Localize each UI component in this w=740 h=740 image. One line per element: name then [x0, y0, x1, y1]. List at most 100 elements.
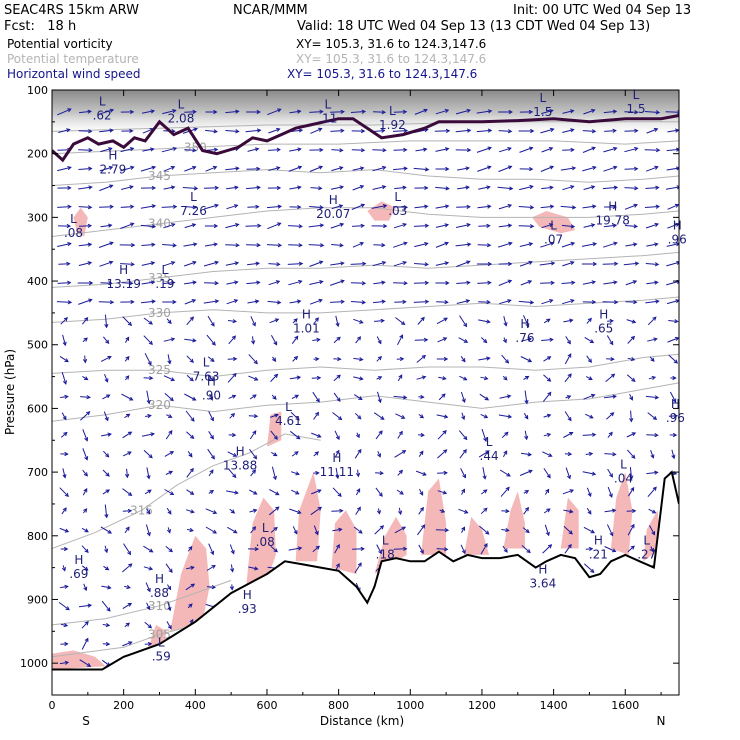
wind-vector — [144, 353, 152, 366]
wind-vector — [204, 242, 219, 247]
upper-pv-shading — [52, 90, 679, 138]
wind-vector-shaft — [79, 659, 91, 667]
wind-vector-head — [462, 474, 466, 479]
wind-vector-shaft — [352, 225, 364, 227]
wind-vector — [208, 469, 214, 477]
wind-vector — [416, 524, 426, 536]
wind-vector-head — [549, 109, 554, 114]
pv-high-marker: H — [599, 308, 608, 322]
wind-vector-shaft — [204, 243, 218, 247]
wind-vector — [61, 371, 67, 385]
wind-vector-head — [254, 147, 260, 152]
wind-vector — [480, 507, 488, 515]
wind-vector — [163, 223, 176, 229]
wind-vector — [627, 357, 636, 362]
wind-vector-head — [232, 473, 237, 479]
wind-vector — [330, 185, 345, 190]
wind-vector-shaft — [100, 147, 112, 153]
wind-vector-head — [298, 243, 303, 248]
wind-vector — [121, 185, 134, 190]
wind-vector-shaft — [208, 431, 214, 439]
wind-vector-shaft — [458, 430, 468, 440]
wind-vector-head — [570, 299, 575, 304]
wind-vector-shaft — [186, 509, 194, 513]
wind-vector-head — [233, 529, 238, 534]
wind-vector-shaft — [524, 390, 528, 404]
wind-vector — [499, 469, 511, 477]
wind-vector — [82, 448, 89, 461]
wind-vector-shaft — [478, 186, 490, 190]
theta-contour-label: 345 — [148, 169, 171, 183]
wind-vector — [435, 261, 450, 266]
wind-vector — [292, 318, 298, 324]
wind-vector-head — [654, 395, 660, 400]
wind-vector-head — [211, 341, 216, 346]
wind-vector-head — [105, 339, 110, 345]
wind-vector-head — [335, 449, 340, 455]
wind-vector — [646, 280, 659, 285]
wind-vector — [586, 317, 592, 324]
pv-low-marker: L — [99, 94, 106, 108]
wind-vector-shaft — [520, 338, 532, 342]
wind-vector-shaft — [228, 335, 236, 345]
wind-vector — [287, 261, 304, 266]
pv-shaded-region — [560, 497, 579, 549]
wind-vector-head — [401, 450, 407, 454]
wind-vector-head — [465, 166, 470, 171]
wind-vector-shaft — [268, 149, 280, 151]
wind-vector-shaft — [586, 507, 592, 515]
wind-vector-shaft — [313, 412, 319, 420]
wind-vector — [584, 336, 595, 344]
wind-vector-shaft — [81, 527, 89, 533]
x-tick-label: 600 — [256, 699, 277, 712]
wind-vector-head — [377, 339, 382, 345]
wind-vector — [120, 147, 135, 153]
wind-vector-head — [105, 641, 111, 647]
wind-vector-head — [252, 322, 256, 327]
wind-vector-shaft — [436, 414, 448, 418]
wind-vector — [397, 374, 403, 382]
wind-vector-head — [442, 430, 447, 435]
wind-vector-shaft — [646, 281, 658, 285]
wind-vector-shaft — [647, 412, 657, 420]
wind-vector-head — [272, 475, 277, 481]
wind-vector-shaft — [519, 470, 533, 476]
wind-vector-shaft — [565, 467, 571, 479]
wind-vector-head — [298, 128, 304, 133]
wind-vector-shaft — [183, 243, 197, 247]
wind-vector-head — [127, 431, 133, 436]
theta-contour — [52, 579, 232, 626]
wind-vector — [309, 147, 324, 153]
y-tick-label: 200 — [27, 148, 48, 161]
wind-vector — [82, 429, 89, 442]
wind-vector — [352, 166, 365, 171]
wind-vector — [455, 128, 472, 133]
wind-vector-head — [335, 435, 340, 441]
wind-vector-head — [87, 242, 93, 247]
wind-vector-shaft — [164, 489, 174, 495]
wind-vector-shaft — [648, 376, 656, 380]
wind-vector-head — [105, 566, 110, 571]
field-name-theta: Potential temperature — [7, 52, 139, 66]
wind-vector-shaft — [163, 282, 175, 284]
wind-vector — [289, 299, 302, 304]
wind-vector — [457, 185, 470, 190]
wind-vector-head — [336, 374, 341, 379]
theta-contour — [52, 140, 679, 155]
wind-vector-head — [336, 336, 341, 341]
wind-vector-head — [64, 394, 69, 400]
wind-vector — [187, 603, 193, 609]
wind-vector — [79, 659, 92, 667]
wind-vector-head — [189, 467, 194, 473]
wind-vector-shaft — [351, 204, 365, 210]
wind-vector-shaft — [373, 130, 385, 132]
wind-vector — [120, 109, 135, 115]
wind-vector-head — [654, 242, 659, 247]
wind-vector — [203, 203, 219, 210]
wind-vector-shaft — [186, 374, 194, 382]
wind-vector-head — [571, 205, 577, 210]
wind-vector-shaft — [60, 432, 68, 438]
wind-vector — [583, 223, 596, 228]
wind-vector-head — [401, 526, 407, 531]
theta-contour — [52, 353, 679, 378]
